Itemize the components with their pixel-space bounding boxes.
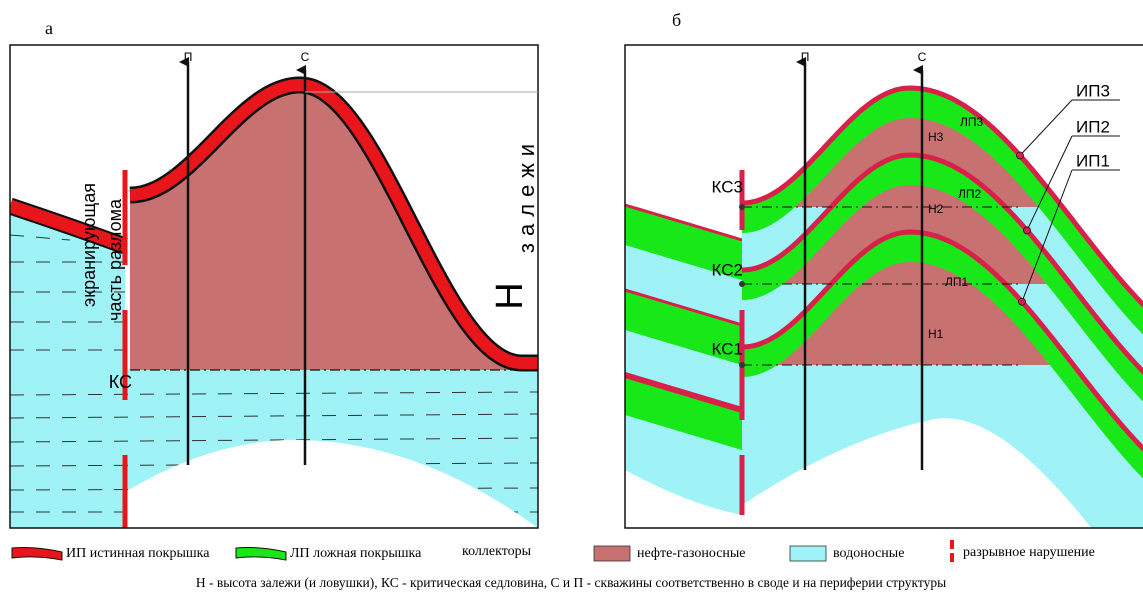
legend-label: нефте-газоносные	[637, 546, 746, 561]
dry-zone	[742, 418, 1092, 528]
oil-zone	[742, 155, 1071, 284]
well-label: С	[301, 50, 310, 64]
height-label: Н3	[928, 130, 944, 144]
false-cap	[742, 88, 1143, 335]
caption: Н - высота залежи (и ловушки), КС - крит…	[196, 575, 946, 590]
cap-point	[1016, 151, 1024, 160]
cap-point	[1018, 297, 1026, 306]
false-cap-label: ЛП1	[945, 275, 969, 289]
oil-zone	[742, 232, 1074, 365]
legend-label: ЛП ложная покрышка	[290, 546, 422, 561]
panel-label: б	[672, 10, 681, 30]
oil-zone	[130, 85, 538, 370]
legend-label: коллекторы	[462, 544, 532, 559]
saddle-label: КС2	[712, 260, 743, 279]
height-label: залежи	[514, 137, 539, 253]
panel-label: а	[45, 18, 53, 38]
false-cap	[625, 205, 742, 280]
saddle-label: КС1	[712, 339, 743, 358]
well-label: П	[184, 50, 193, 64]
left-block	[625, 203, 742, 528]
false-cap	[742, 232, 1143, 479]
leader	[1026, 135, 1073, 231]
leader	[1021, 169, 1073, 302]
well-label: С	[918, 50, 927, 64]
true-cap	[625, 288, 742, 327]
true-cap	[742, 229, 1143, 452]
dry-zone	[625, 470, 742, 528]
height-label: Н1	[928, 327, 944, 341]
leader	[1019, 99, 1073, 156]
panel-b-frame	[624, 44, 1143, 529]
true-cap-label: ИП1	[1076, 151, 1110, 170]
well-label: П	[801, 50, 810, 64]
saddle-label: КС3	[712, 177, 743, 196]
legend	[11, 540, 954, 564]
legend-label: разрывное нарушение	[963, 545, 1095, 560]
false-cap-label: ЛП3	[960, 115, 984, 129]
true-cap	[625, 372, 742, 413]
panel-a	[10, 45, 538, 528]
panel-a-frame	[9, 44, 539, 529]
saddle-point	[739, 281, 745, 287]
legend-label: ИП истинная покрышка	[66, 546, 210, 561]
false-cap	[742, 155, 1143, 402]
fault-label: экранирующая	[79, 183, 99, 307]
cap-point	[1023, 226, 1031, 235]
panel-b	[625, 45, 1143, 528]
water-zone	[625, 205, 742, 528]
false-cap-label: ЛП2	[958, 187, 982, 201]
true-cap	[129, 79, 538, 369]
saddle-label: КС	[109, 372, 132, 392]
legend-label: водоносные	[833, 546, 904, 561]
saddle-point	[739, 362, 745, 368]
true-cap	[742, 152, 1143, 375]
true-cap-label: ИП3	[1076, 81, 1110, 100]
right-block	[742, 85, 1143, 528]
fault-label: часть разлома	[105, 198, 125, 321]
false-cap	[625, 290, 742, 365]
true-cap	[742, 85, 1143, 308]
height-label: Н2	[928, 202, 944, 216]
height-symbol: Н	[489, 282, 531, 309]
true-cap-label: ИП2	[1076, 117, 1110, 136]
false-cap	[625, 375, 742, 450]
true-cap	[625, 203, 742, 242]
saddle-point	[739, 204, 745, 210]
